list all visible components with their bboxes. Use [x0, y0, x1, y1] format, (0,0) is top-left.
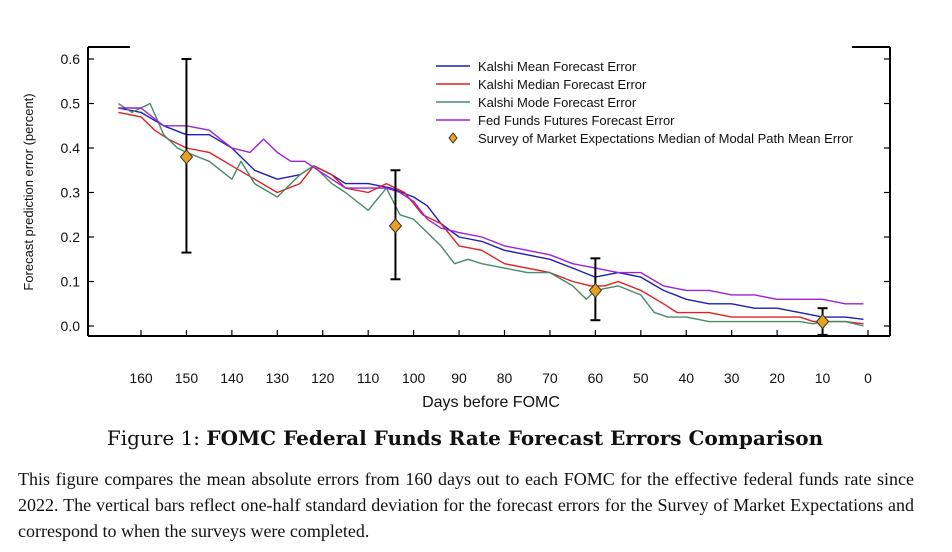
y-tick-label: 0.3: [61, 185, 81, 201]
x-tick-label: 30: [724, 370, 740, 386]
forecast-error-chart: 0.0 0.1 0.2 0.3 0.4 0.5 0.6 160 150 140 130 120 110…: [21, 46, 891, 411]
x-tick-label: 10: [815, 370, 831, 386]
x-axis: 160 150 140 130 120 110 100 90 80 70 60 50 40 30 20 10 0: [129, 330, 872, 386]
survey-point: [179, 149, 194, 165]
survey-point: [588, 282, 603, 299]
legend-label: Kalshi Mode Forecast Error: [478, 95, 637, 110]
x-tick-label: 0: [864, 370, 872, 386]
series-line-fed-funds-futures-forecast-error: [118, 107, 864, 305]
x-tick-label: 100: [402, 370, 426, 386]
x-tick-label: 50: [633, 370, 649, 386]
x-tick-label: 120: [311, 370, 335, 386]
legend: Kalshi Mean Forecast Error Kalshi Median …: [436, 59, 854, 146]
figure-caption-body: This figure compares the mean absolute e…: [18, 469, 914, 541]
x-tick-label: 60: [588, 370, 604, 386]
y-tick-label: 0.5: [61, 96, 81, 112]
x-tick-label: 80: [497, 370, 513, 386]
x-tick-label: 20: [769, 370, 785, 386]
legend-label: Kalshi Median Forecast Error: [478, 77, 647, 92]
x-tick-label: 40: [678, 370, 694, 386]
legend-label: Fed Funds Futures Forecast Error: [478, 113, 675, 128]
legend-label: Kalshi Mean Forecast Error: [478, 59, 637, 74]
x-tick-label: 70: [542, 370, 558, 386]
x-tick-label: 110: [357, 370, 380, 386]
x-axis-label: Days before FOMC: [422, 394, 560, 411]
y-axis-label: Forecast prediction error (percent): [21, 93, 36, 290]
y-axis: 0.0 0.1 0.2 0.3 0.4 0.5 0.6: [61, 51, 890, 334]
legend-swatch-survey: [448, 132, 458, 144]
survey-point: [815, 313, 830, 330]
x-tick-label: 150: [175, 370, 199, 386]
x-tick-label: 130: [266, 370, 290, 386]
figure-label: Figure 1:: [106, 426, 201, 450]
series-line-kalshi-mean-forecast-error: [118, 107, 864, 320]
y-tick-label: 0.6: [61, 51, 81, 67]
survey-layer: [179, 58, 830, 336]
figure-caption-title: Figure 1: FOMC Federal Funds Rate Foreca…: [0, 426, 930, 450]
y-tick-label: 0.4: [61, 140, 81, 156]
x-tick-label: 140: [220, 370, 244, 386]
series-layer: [117, 102, 864, 327]
y-tick-label: 0.2: [61, 229, 81, 245]
legend-label-survey: Survey of Market Expectations Median of …: [478, 131, 854, 146]
series-line-kalshi-median-forecast-error: [118, 111, 864, 325]
survey-point: [388, 218, 403, 234]
plot-frame: [87, 46, 891, 337]
y-tick-label: 0.1: [61, 274, 81, 290]
y-tick-label: 0.0: [61, 318, 81, 334]
x-tick-label: 90: [451, 370, 467, 386]
figure-title: FOMC Federal Funds Rate Forecast Errors …: [206, 426, 824, 450]
x-tick-label: 160: [129, 370, 153, 386]
series-line-kalshi-mode-forecast-error: [117, 102, 864, 327]
